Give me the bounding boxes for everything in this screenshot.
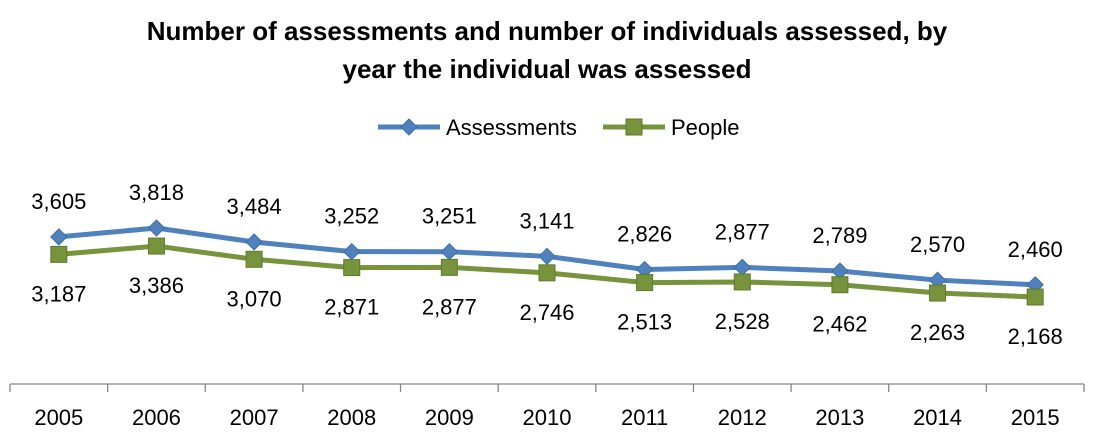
data-point-marker [343, 259, 361, 277]
data-point-marker [50, 228, 68, 246]
data-label: 2,168 [1008, 324, 1063, 349]
x-tick-label: 2012 [718, 405, 767, 430]
legend-marker-assessments [400, 118, 418, 136]
data-point-marker [245, 233, 263, 251]
data-label: 2,460 [1008, 237, 1063, 262]
data-label: 2,263 [910, 320, 965, 345]
legend-marker-people [625, 118, 643, 136]
data-label: 2,871 [324, 295, 379, 320]
data-label: 3,605 [31, 189, 86, 214]
x-tick-label: 2010 [523, 405, 572, 430]
data-point-marker [733, 273, 751, 291]
legend-label-assessments: Assessments [446, 115, 577, 140]
data-label: 2,528 [715, 309, 770, 334]
data-point-marker [538, 264, 556, 282]
data-point-marker [538, 247, 556, 266]
data-point-marker [440, 258, 458, 276]
x-tick-label: 2013 [815, 405, 864, 430]
data-label: 3,484 [227, 194, 282, 219]
x-tick-label: 2005 [34, 405, 83, 430]
data-label: 2,513 [617, 310, 672, 335]
data-point-marker [929, 284, 947, 302]
x-tick-label: 2007 [230, 405, 279, 430]
data-label: 2,826 [617, 221, 672, 246]
data-point-marker [50, 245, 68, 263]
data-label: 3,386 [129, 273, 184, 298]
data-point-marker [733, 258, 751, 277]
x-tick-label: 2014 [913, 405, 962, 430]
chart-title: Number of assessments and number of indi… [0, 12, 1094, 88]
x-tick-label: 2015 [1011, 405, 1060, 430]
data-label: 3,141 [519, 208, 574, 233]
data-point-marker [245, 250, 263, 268]
data-point-marker [1026, 288, 1044, 306]
data-label: 3,818 [129, 180, 184, 205]
legend-label-people: People [671, 115, 740, 140]
data-label: 2,789 [812, 223, 867, 248]
x-tick-label: 2006 [132, 405, 181, 430]
x-tick-label: 2008 [327, 405, 376, 430]
data-label: 2,877 [715, 219, 770, 244]
data-point-marker [147, 219, 166, 237]
data-label: 3,070 [227, 286, 282, 311]
chart-title-line-2: year the individual was assessed [342, 54, 752, 84]
chart-title-line-1: Number of assessments and number of indi… [146, 16, 948, 46]
data-label: 2,570 [910, 232, 965, 257]
data-label: 3,252 [324, 204, 379, 229]
data-point-marker [440, 243, 459, 261]
data-point-marker [636, 274, 654, 292]
data-label: 3,251 [422, 204, 477, 229]
data-point-marker [343, 242, 361, 261]
x-tick-label: 2011 [621, 405, 668, 430]
data-label: 3,187 [31, 281, 86, 306]
data-label: 2,462 [812, 312, 867, 337]
x-tick-label: 2009 [425, 405, 474, 430]
data-label: 2,877 [422, 294, 477, 319]
data-point-marker [147, 237, 165, 255]
data-label: 2,746 [519, 300, 574, 325]
data-point-marker [831, 276, 849, 294]
